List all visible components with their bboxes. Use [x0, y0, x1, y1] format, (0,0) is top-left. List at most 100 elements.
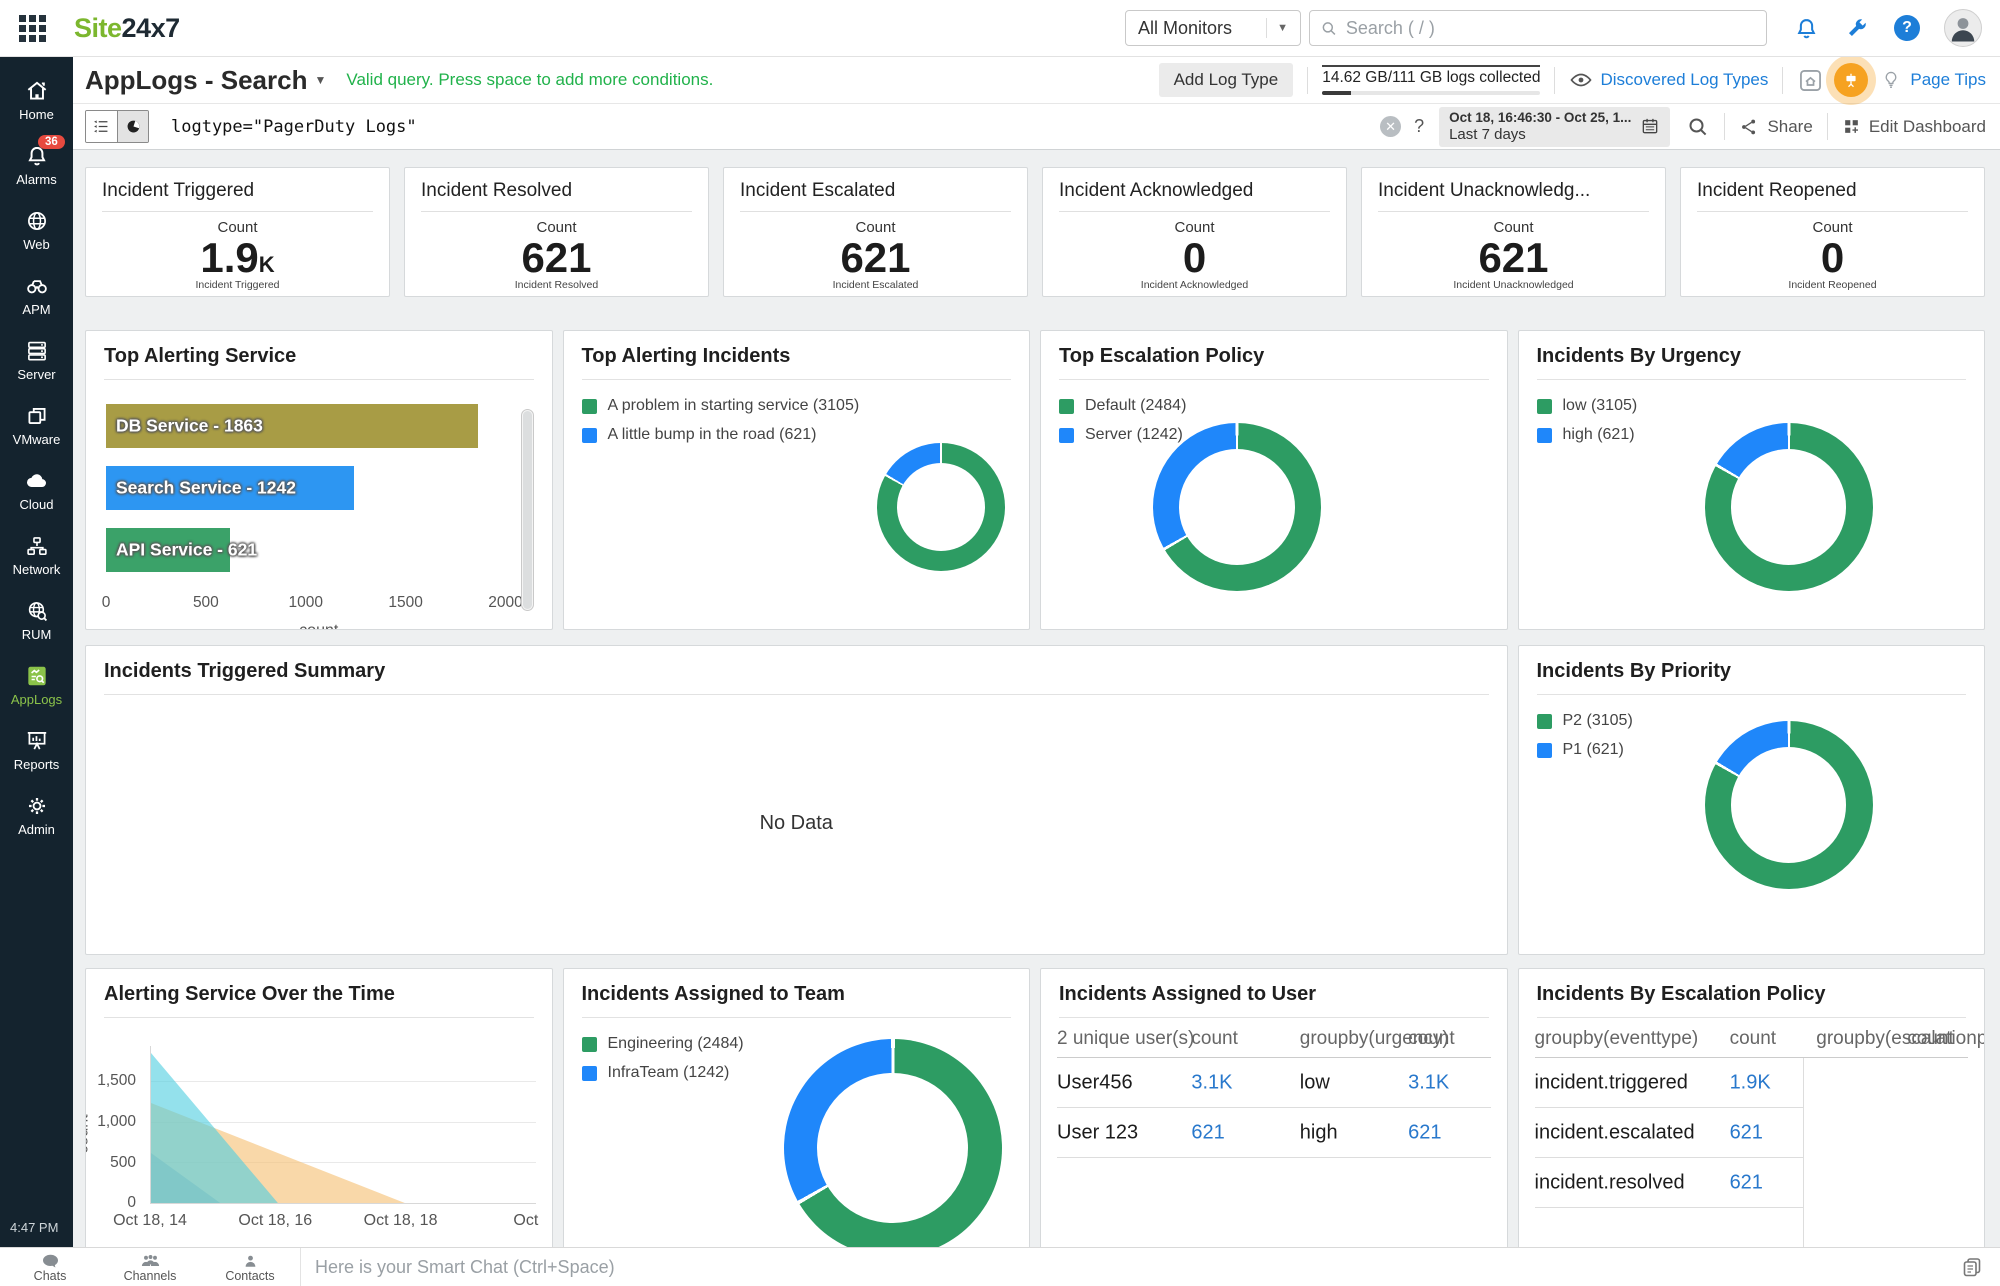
- page-tips-link[interactable]: Page Tips: [1910, 70, 1986, 89]
- date-range-picker[interactable]: Oct 18, 16:46:30 - Oct 25, 1... Last 7 d…: [1439, 106, 1671, 147]
- legend-item[interactable]: P2 (3105): [1536, 712, 1985, 730]
- sidebar-item-admin[interactable]: Admin: [0, 782, 73, 847]
- add-log-type-button[interactable]: Add Log Type: [1158, 63, 1294, 97]
- legend-item[interactable]: A problem in starting service (3105): [581, 397, 1030, 415]
- channels-button[interactable]: Channels: [100, 1252, 200, 1283]
- legend-item[interactable]: high (621): [1536, 426, 1985, 444]
- page-header: AppLogs - Search ▼ Valid query. Press sp…: [73, 57, 2000, 104]
- table-row[interactable]: User456 3.1K low 3.1K: [1057, 1058, 1491, 1108]
- donut-chart[interactable]: [1153, 423, 1321, 591]
- table-value-link[interactable]: 621: [1729, 1121, 1763, 1144]
- query-text[interactable]: logtype="PagerDuty Logs": [171, 116, 417, 137]
- table-value-link[interactable]: 3.1K: [1408, 1071, 1450, 1094]
- table-value-link[interactable]: 621: [1729, 1171, 1763, 1194]
- table-value-link[interactable]: 1.9K: [1729, 1071, 1771, 1094]
- sidebar-item-server[interactable]: Server: [0, 327, 73, 392]
- stat-value: 0: [1182, 234, 1207, 281]
- notification-bell-icon[interactable]: [1793, 15, 1820, 42]
- table-row[interactable]: incident.triggered 1.9K: [1534, 1058, 1969, 1108]
- copy-icon[interactable]: [1960, 1255, 1984, 1279]
- chart-view-button[interactable]: [117, 111, 148, 142]
- donut-chart[interactable]: [1704, 423, 1873, 591]
- usage-progress-fill: [1322, 91, 1351, 95]
- donut-chart[interactable]: [1704, 721, 1873, 889]
- sidebar-item-alarms[interactable]: Alarms 36: [0, 132, 73, 197]
- chart-legend: P2 (3105) P1 (621): [1536, 712, 1985, 759]
- donut-chart[interactable]: [877, 443, 1005, 571]
- stat-card-incident-resolved[interactable]: Incident Resolved Count 621 Incident Res…: [404, 167, 709, 297]
- bar-segment[interactable]: API Service - 621: [106, 528, 257, 572]
- stat-value: 621: [521, 234, 592, 281]
- page-tips-highlight-icon[interactable]: [1834, 63, 1869, 97]
- discovered-log-types-link[interactable]: Discovered Log Types: [1569, 68, 1768, 92]
- table-value-link[interactable]: 621: [1408, 1121, 1442, 1144]
- legend-item[interactable]: A little bump in the road (621): [581, 426, 1030, 444]
- sidebar-item-reports[interactable]: Reports: [0, 717, 73, 782]
- table-row[interactable]: incident.escalated 621: [1534, 1108, 1969, 1158]
- sidebar-item-applogs[interactable]: AppLogs: [0, 652, 73, 717]
- sidebar-item-network[interactable]: Network: [0, 522, 73, 587]
- table-row[interactable]: User 123 621 high 621: [1057, 1108, 1491, 1158]
- stat-card-incident-unacknowledged[interactable]: Incident Unacknowledg... Count 621 Incid…: [1361, 167, 1666, 297]
- sidebar-item-label: Home: [19, 106, 54, 122]
- sidebar-item-apm[interactable]: APM: [0, 262, 73, 327]
- sidebar-item-web[interactable]: Web: [0, 197, 73, 262]
- list-view-button[interactable]: [86, 111, 117, 142]
- site24x7-logo[interactable]: Site24x7: [74, 12, 180, 43]
- legend-item[interactable]: Server (1242): [1059, 426, 1507, 444]
- table-row[interactable]: incident.resolved 621: [1534, 1158, 1969, 1208]
- bar-segment[interactable]: Search Service - 1242: [106, 466, 355, 510]
- dashboard-home-icon[interactable]: [1797, 67, 1824, 94]
- stat-card-incident-reopened[interactable]: Incident Reopened Count 0 Incident Reope…: [1680, 167, 1985, 297]
- stat-card-incident-escalated[interactable]: Incident Escalated Count 621 Incident Es…: [723, 167, 1028, 297]
- legend-item[interactable]: P1 (621): [1536, 741, 1985, 759]
- usage-block[interactable]: 14.62 GB/111 GB logs collected: [1322, 65, 1541, 95]
- table-value-link[interactable]: 3.1K: [1191, 1071, 1233, 1094]
- chart-scrollbar[interactable]: [520, 409, 534, 611]
- table-header: groupby(eventtype) count groupby(escalatio…: [1534, 1026, 1984, 1058]
- sidebar-clock: 4:47 PM: [10, 1220, 59, 1235]
- monitor-filter-value: All Monitors: [1138, 17, 1233, 38]
- chart-legend: Engineering (2484) InfraTeam (1242): [581, 1035, 1030, 1082]
- legend-item[interactable]: Default (2484): [1059, 397, 1507, 415]
- plot-area[interactable]: [150, 1046, 536, 1204]
- stat-value: 0: [1820, 234, 1845, 281]
- donut-chart[interactable]: [783, 1039, 1002, 1257]
- sidebar-item-cloud[interactable]: Cloud: [0, 457, 73, 522]
- stat-card-incident-triggered[interactable]: Incident Triggered Count 1.9K Incident T…: [85, 167, 390, 297]
- stat-card-incident-acknowledged[interactable]: Incident Acknowledged Count 0 Incident A…: [1042, 167, 1347, 297]
- reports-icon: [27, 731, 46, 750]
- title-dropdown-icon[interactable]: ▼: [314, 73, 327, 87]
- people-group-icon: [141, 1254, 159, 1266]
- y-axis-ticks: 0 500 1,000 1,500: [97, 1072, 136, 1211]
- legend-item[interactable]: low (3105): [1536, 397, 1985, 415]
- x-axis: 0 500 1000 1500 2000: [101, 594, 523, 611]
- apps-grid-icon[interactable]: [19, 14, 46, 42]
- divider: [1782, 66, 1784, 94]
- legend-item[interactable]: Engineering (2484): [581, 1035, 1030, 1053]
- table-value-link[interactable]: 621: [1191, 1121, 1225, 1144]
- chart-legend: low (3105) high (621): [1536, 397, 1985, 444]
- user-avatar[interactable]: [1944, 9, 1982, 47]
- sidebar-item-vmware[interactable]: VMware: [0, 392, 73, 457]
- contacts-button[interactable]: Contacts: [200, 1252, 300, 1283]
- query-help-icon[interactable]: ?: [1414, 116, 1425, 136]
- panel-title: Incidents By Priority: [1536, 660, 1732, 682]
- help-icon[interactable]: ?: [1894, 15, 1920, 41]
- bar-segment[interactable]: DB Service - 1863: [106, 404, 479, 448]
- panel-incidents-assigned-to-user: Incidents Assigned to User 2 unique user…: [1040, 968, 1508, 1268]
- sidebar-item-rum[interactable]: RUM: [0, 587, 73, 652]
- clear-query-icon[interactable]: ✕: [1380, 116, 1402, 137]
- cloud-icon: [26, 473, 46, 487]
- smart-chat-input[interactable]: [315, 1256, 1944, 1278]
- monitor-filter-select[interactable]: All Monitors ▼: [1125, 10, 1301, 46]
- search-query-icon[interactable]: [1686, 115, 1710, 139]
- edit-dashboard-button[interactable]: Edit Dashboard: [1842, 117, 1986, 137]
- tools-wrench-icon[interactable]: [1844, 15, 1870, 41]
- legend-item[interactable]: InfraTeam (1242): [581, 1064, 1030, 1082]
- share-button[interactable]: Share: [1739, 117, 1813, 137]
- sidebar-item-home[interactable]: Home: [0, 67, 73, 132]
- chats-button[interactable]: Chats: [0, 1252, 100, 1283]
- search-input[interactable]: [1345, 17, 1756, 39]
- global-search[interactable]: [1309, 10, 1767, 46]
